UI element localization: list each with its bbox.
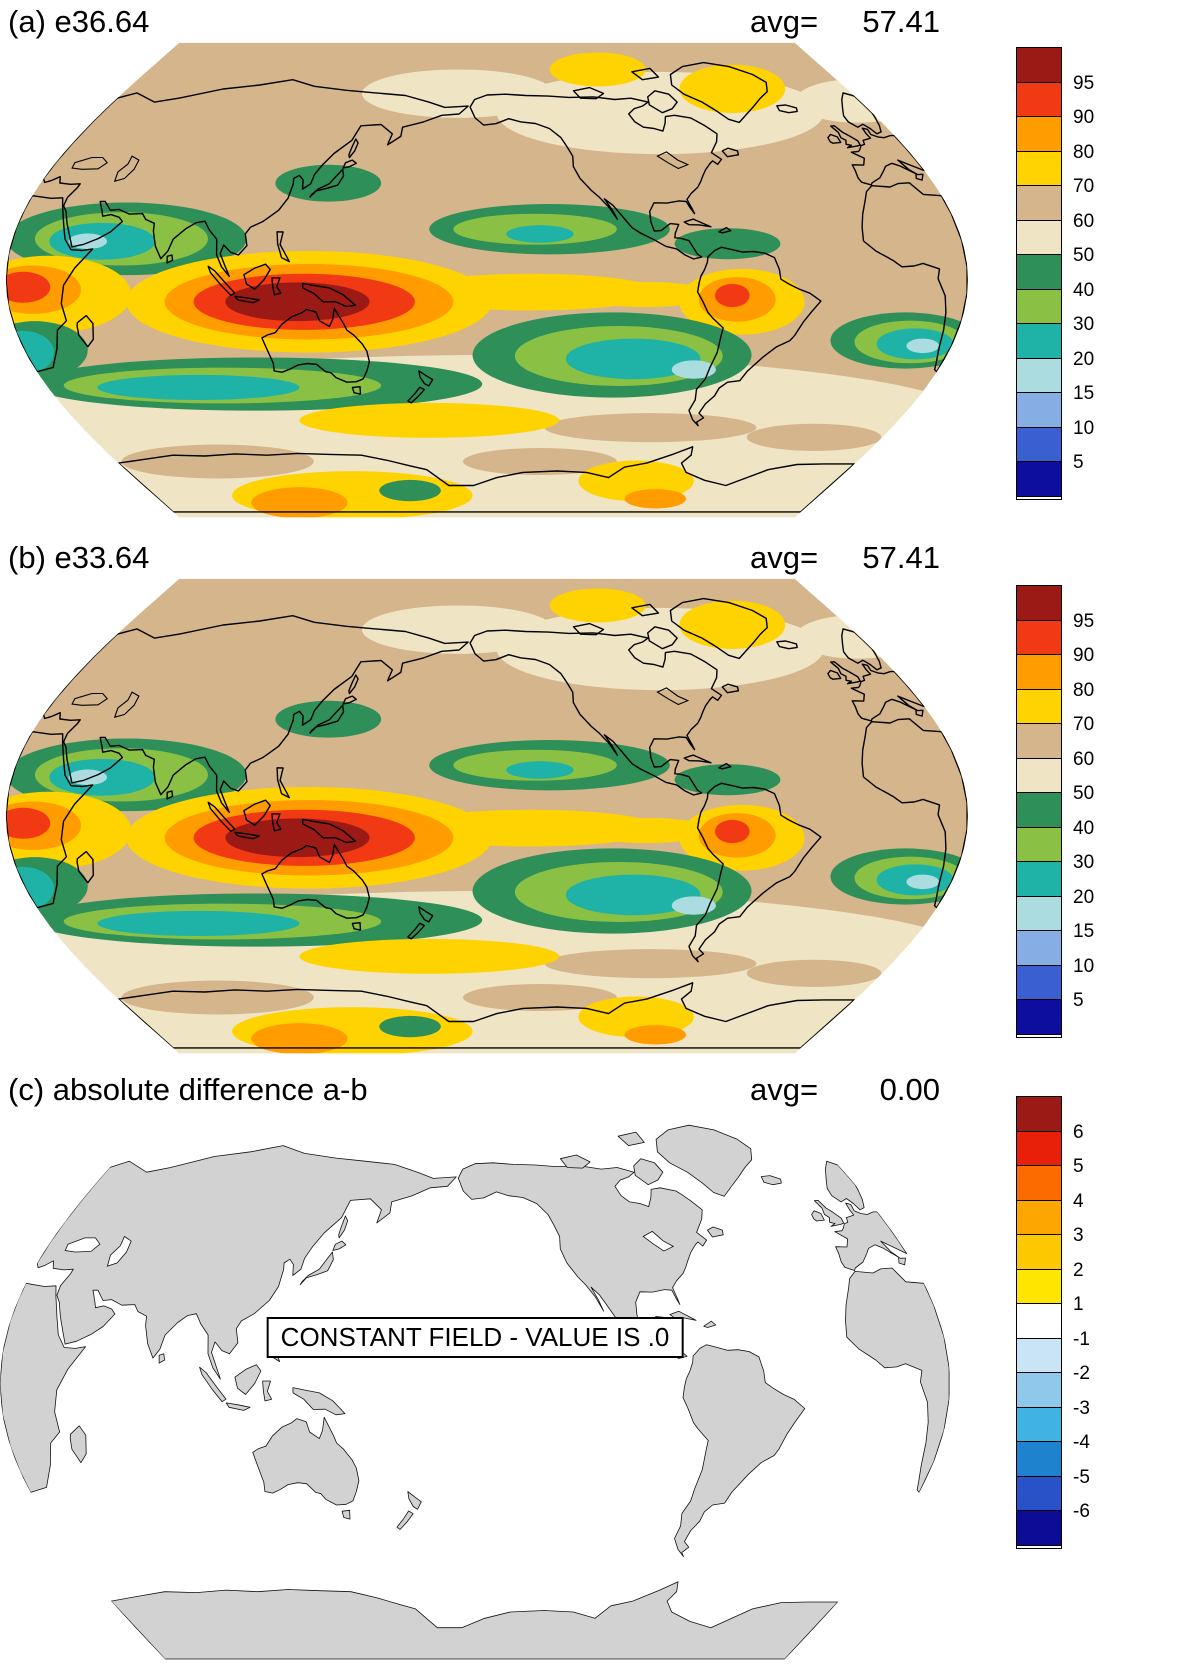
colorbar-cell xyxy=(1017,862,1061,897)
colorbar-cell xyxy=(1017,827,1061,863)
colorbar-tick-label: 95 xyxy=(1073,72,1095,94)
colorbar-cell xyxy=(1017,1000,1061,1035)
colorbar-cell xyxy=(1017,1304,1061,1339)
colorbar-tick-label: 50 xyxy=(1073,783,1095,805)
colorbar-tick-label: 20 xyxy=(1073,348,1095,370)
colorbar-cell xyxy=(1017,48,1061,83)
colorbar-cell xyxy=(1017,1166,1061,1201)
colorbar-tick-label: 80 xyxy=(1073,679,1095,701)
colorbar-tick-label: 60 xyxy=(1073,748,1095,770)
colorbar-tick-label: 20 xyxy=(1073,886,1095,908)
colorbar-cell xyxy=(1017,1269,1061,1305)
colorbar-cell xyxy=(1017,655,1061,690)
colorbar-difference: 6 5 4 3 2 1 -1 -2 -3 -4 -5 -6 xyxy=(1016,1096,1090,1549)
colorbar-tick-label: 1 xyxy=(1073,1294,1084,1316)
colorbar-cell xyxy=(1017,1200,1061,1236)
panel-a-title: (a) e36.64 xyxy=(8,4,150,39)
colorbar-cell xyxy=(1017,1235,1061,1270)
colorbar-tick-label: 95 xyxy=(1073,610,1095,632)
colorbar-tick-label: 50 xyxy=(1073,245,1095,267)
colorbar-tick-label: -4 xyxy=(1073,1432,1090,1454)
colorbar-cell xyxy=(1017,427,1061,463)
colorbar-tick-label: 15 xyxy=(1073,921,1095,943)
colorbar-cell xyxy=(1017,117,1061,152)
colorbar-cell xyxy=(1017,1476,1061,1512)
colorbar-cell xyxy=(1017,82,1061,118)
colorbar-tick-label: 30 xyxy=(1073,314,1095,336)
colorbar-tick-label: 10 xyxy=(1073,955,1095,977)
colorbar-tick-label: 3 xyxy=(1073,1225,1084,1247)
panel-b-title: (b) e33.64 xyxy=(8,540,150,575)
panel-a-avg-label: avg= xyxy=(750,4,819,39)
colorbar-cell xyxy=(1017,1511,1061,1546)
colorbar-tick-label: 90 xyxy=(1073,107,1095,129)
panel-b-avg-label: avg= xyxy=(750,540,819,575)
colorbar-cell xyxy=(1017,220,1061,256)
colorbar-cell xyxy=(1017,255,1061,290)
colorbar-cell xyxy=(1017,724,1061,759)
colorbar-tick-label: 10 xyxy=(1073,417,1095,439)
colorbar-cell xyxy=(1017,1442,1061,1477)
colorbar-tick-label: 90 xyxy=(1073,645,1095,667)
colorbar-tick-label: 70 xyxy=(1073,714,1095,736)
colorbar-tick-label: 15 xyxy=(1073,383,1095,405)
colorbar-tick-label: 30 xyxy=(1073,852,1095,874)
colorbar-cell xyxy=(1017,896,1061,932)
colorbar-cell xyxy=(1017,758,1061,794)
colorbar-tick-label: 2 xyxy=(1073,1259,1084,1281)
colorbar-tick-label: 40 xyxy=(1073,279,1095,301)
constant-field-notice: CONSTANT FIELD - VALUE IS .0 xyxy=(266,1317,684,1358)
colorbar-cell xyxy=(1017,1407,1061,1443)
colorbar-cell xyxy=(1017,1097,1061,1132)
panel-c-title: (c) absolute difference a-b xyxy=(8,1072,368,1107)
colorbar-cell xyxy=(1017,186,1061,221)
colorbar-tick-label: 5 xyxy=(1073,1156,1084,1178)
colorbar-tick-label: 5 xyxy=(1073,990,1084,1012)
panel-c-avg-label: avg= xyxy=(750,1072,819,1107)
panel-a-average: avg= 57.41 xyxy=(750,4,940,40)
colorbar-tick-label: 60 xyxy=(1073,210,1095,232)
colorbar-cell xyxy=(1017,620,1061,656)
colorbar-cell xyxy=(1017,289,1061,325)
colorbar-tick-label: 4 xyxy=(1073,1190,1084,1212)
colorbar-tick-label: 6 xyxy=(1073,1121,1084,1143)
colorbar-tick-label: -5 xyxy=(1073,1466,1090,1488)
colorbar-cell xyxy=(1017,965,1061,1001)
panel-c-avg-value: 0.00 xyxy=(879,1072,940,1107)
colorbar-cell xyxy=(1017,1373,1061,1408)
colorbar-tick-label: -3 xyxy=(1073,1397,1090,1419)
colorbar-tick-label: -2 xyxy=(1073,1363,1090,1385)
colorbar-cell xyxy=(1017,793,1061,828)
colorbar-cell xyxy=(1017,931,1061,966)
panel-a-avg-value: 57.41 xyxy=(862,4,940,39)
colorbar-cell xyxy=(1017,689,1061,725)
world-map-b xyxy=(6,578,968,1054)
colorbar-cell xyxy=(1017,393,1061,428)
colorbar-tick-label: 70 xyxy=(1073,176,1095,198)
colorbar-a: 95 90 80 70 60 50 40 30 20 15 10 5 xyxy=(1016,47,1094,500)
panel-b-avg-value: 57.41 xyxy=(862,540,940,575)
world-map-difference xyxy=(0,1124,950,1660)
panel-c-average: avg= 0.00 xyxy=(750,1072,940,1108)
colorbar-cell xyxy=(1017,1338,1061,1374)
colorbar-tick-label: 40 xyxy=(1073,817,1095,839)
colorbar-cell xyxy=(1017,1131,1061,1167)
colorbar-tick-label: 80 xyxy=(1073,141,1095,163)
world-map-a xyxy=(6,42,968,518)
colorbar-cell xyxy=(1017,358,1061,394)
colorbar-tick-label: 5 xyxy=(1073,452,1084,474)
colorbar-b: 95 90 80 70 60 50 40 30 20 15 10 5 xyxy=(1016,585,1094,1038)
colorbar-cell xyxy=(1017,462,1061,497)
colorbar-cell xyxy=(1017,324,1061,359)
colorbar-tick-label: -1 xyxy=(1073,1328,1090,1350)
panel-b-average: avg= 57.41 xyxy=(750,540,940,576)
colorbar-cell xyxy=(1017,586,1061,621)
colorbar-cell xyxy=(1017,151,1061,187)
colorbar-tick-label: -6 xyxy=(1073,1501,1090,1523)
